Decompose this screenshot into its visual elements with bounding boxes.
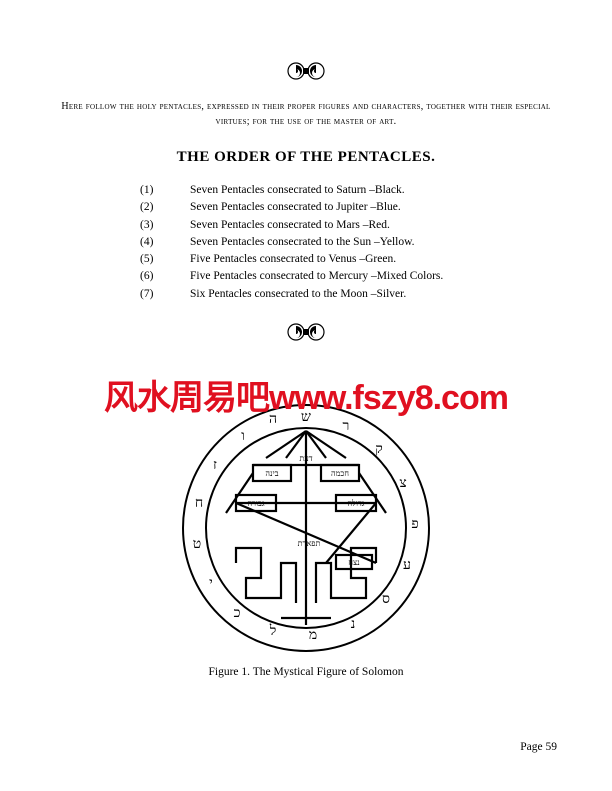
list-item-text: Seven Pentacles consecrated to Saturn –B… <box>190 182 562 199</box>
list-item: (6)Five Pentacles consecrated to Mercury… <box>140 268 562 285</box>
list-item-text: Seven Pentacles consecrated to Jupiter –… <box>190 199 562 216</box>
svg-text:ס: ס <box>382 592 390 607</box>
list-item-number: (5) <box>140 251 190 268</box>
svg-text:י: י <box>209 576 213 591</box>
svg-text:ח: ח <box>195 496 203 511</box>
ornament-middle <box>50 321 562 348</box>
svg-text:מ: מ <box>309 628 317 643</box>
svg-text:חכמה: חכמה <box>331 469 349 478</box>
list-item: (7)Six Pentacles consecrated to the Moon… <box>140 286 562 303</box>
svg-text:פ: פ <box>411 517 418 532</box>
figure-caption: Figure 1. The Mystical Figure of Solomon <box>50 666 562 678</box>
svg-text:גדולה: גדולה <box>348 499 365 508</box>
svg-text:ק: ק <box>375 442 383 457</box>
watermark-text: 风水周易吧www.fszy8.com <box>0 370 612 419</box>
list-item: (4)Seven Pentacles consecrated to the Su… <box>140 234 562 251</box>
section-heading: THE ORDER OF THE PENTACLES. <box>50 149 562 166</box>
svg-text:ע: ע <box>403 558 411 573</box>
page-number: Page 59 <box>520 741 557 753</box>
list-item: (1)Seven Pentacles consecrated to Saturn… <box>140 182 562 199</box>
list-item-number: (3) <box>140 217 190 234</box>
svg-text:גבורה: גבורה <box>247 499 264 508</box>
list-item-number: (6) <box>140 268 190 285</box>
list-item-number: (1) <box>140 182 190 199</box>
ornament-top <box>50 60 562 87</box>
list-item: (2)Seven Pentacles consecrated to Jupite… <box>140 199 562 216</box>
list-item-text: Seven Pentacles consecrated to Mars –Red… <box>190 217 562 234</box>
list-item: (5)Five Pentacles consecrated to Venus –… <box>140 251 562 268</box>
list-item-text: Five Pentacles consecrated to Venus –Gre… <box>190 251 562 268</box>
list-item: (3)Seven Pentacles consecrated to Mars –… <box>140 217 562 234</box>
list-item-number: (7) <box>140 286 190 303</box>
svg-text:ו: ו <box>241 429 245 444</box>
svg-text:נ: נ <box>351 617 356 632</box>
list-item-text: Six Pentacles consecrated to the Moon –S… <box>190 286 562 303</box>
figure-solomon: ש ר ק צ פ ע ס נ מ ל כ י ט ח ז ו ה <box>50 403 562 678</box>
list-item-number: (4) <box>140 234 190 251</box>
svg-text:כ: כ <box>234 606 241 621</box>
pentacle-list: (1)Seven Pentacles consecrated to Saturn… <box>140 182 562 303</box>
list-item-text: Seven Pentacles consecrated to the Sun –… <box>190 234 562 251</box>
svg-text:תפארת: תפארת <box>298 539 321 548</box>
svg-text:ז: ז <box>213 458 217 473</box>
svg-text:נצח: נצח <box>348 558 360 567</box>
list-item-text: Five Pentacles consecrated to Mercury –M… <box>190 268 562 285</box>
svg-text:צ: צ <box>399 476 406 491</box>
svg-text:בינה: בינה <box>265 469 278 478</box>
svg-text:ר: ר <box>343 419 350 434</box>
svg-text:דעת: דעת <box>299 454 312 463</box>
intro-text: Here follow the holy pentacles, expresse… <box>50 99 562 129</box>
svg-text:ט: ט <box>193 537 201 552</box>
svg-text:ל: ל <box>269 623 277 639</box>
list-item-number: (2) <box>140 199 190 216</box>
